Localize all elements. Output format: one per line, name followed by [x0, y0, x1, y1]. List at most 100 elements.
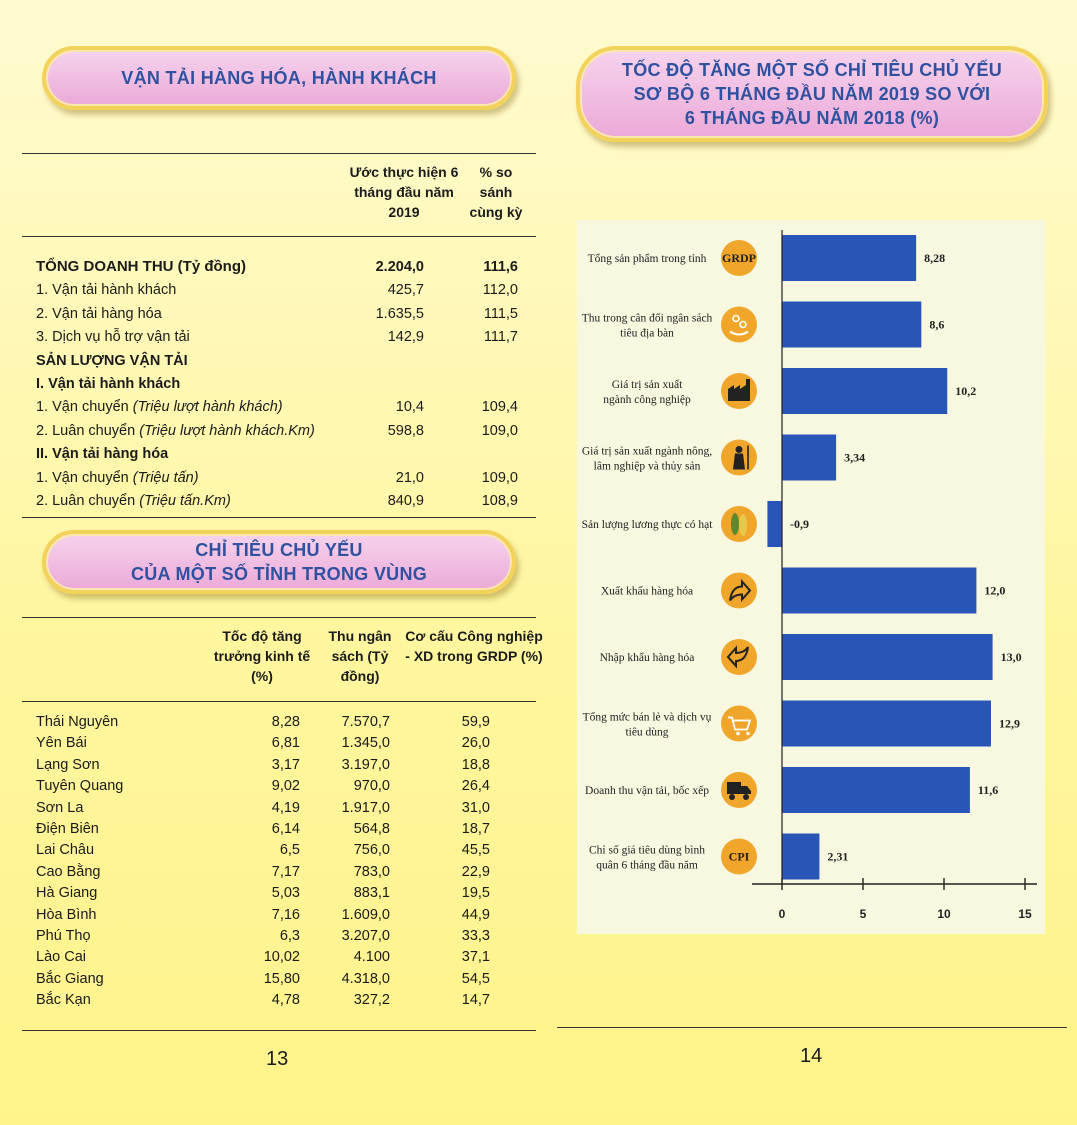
- province-value-b: 756,0: [353, 842, 390, 859]
- x-tick-label: 10: [937, 907, 951, 921]
- province-name: Yên Bái: [36, 735, 87, 752]
- province-value-c: 33,3: [461, 928, 490, 944]
- province-value-c: 37,1: [461, 949, 490, 966]
- category-label: Thu trong cân đối ngân sách tiêu địa bàn: [582, 312, 713, 340]
- growth-banner-line1: TỐC ĐỘ TĂNG MỘT SỐ CHỈ TIÊU CHỦ YẾU: [621, 60, 1003, 80]
- grain-icon: [721, 506, 757, 542]
- province-value-a: 6,81: [271, 735, 300, 752]
- province-value-b: 783,0: [353, 863, 390, 880]
- province-value-a: 6,5: [279, 842, 300, 859]
- province-value-b: 1.917,0: [341, 799, 390, 816]
- budget-icon: [721, 306, 757, 343]
- value-label: 3,34: [844, 451, 865, 465]
- retail-icon: [721, 705, 757, 742]
- provinces-banner: CHỈ TIÊU CHỦ YẾU CỦA MỘT SỐ TỈNH TRONG V…: [42, 530, 516, 594]
- province-value-c: 26,4: [461, 778, 490, 795]
- province-value-c: 31,0: [461, 799, 490, 816]
- province-value-b: 1.609,0: [341, 906, 390, 923]
- transport-banner-title: VẬN TẢI HÀNG HÓA, HÀNH KHÁCH: [121, 68, 437, 88]
- province-value-a: 15,80: [263, 970, 300, 987]
- svg-text:GRDP: GRDP: [722, 251, 756, 265]
- value-label: 8,6: [929, 318, 944, 332]
- bar: [782, 767, 970, 813]
- province-value-b: 327,2: [353, 992, 390, 1009]
- province-name: Bắc Giang: [36, 970, 104, 987]
- category-label: Giá trị sản xuất ngành nông, lâm nghiệp v…: [582, 445, 712, 473]
- province-value-c: 22,9: [461, 863, 490, 880]
- transport-banner: VẬN TẢI HÀNG HÓA, HÀNH KHÁCH: [42, 46, 516, 110]
- value-label: 11,6: [978, 783, 998, 797]
- x-tick-label: 15: [1018, 907, 1032, 921]
- table1-row-v1: 10,4: [395, 399, 424, 416]
- table1-bottom-rule: [22, 517, 536, 518]
- province-value-a: 3,17: [271, 756, 300, 773]
- province-value-a: 6,14: [271, 821, 300, 837]
- province-value-a: 6,3: [279, 928, 300, 944]
- growth-banner-line2: SƠ BỘ 6 THÁNG ĐẦU NĂM 2019 SO VỚI: [633, 84, 991, 104]
- table1-row-v2: 111,5: [483, 305, 518, 322]
- growth-banner: TỐC ĐỘ TĂNG MỘT SỐ CHỈ TIÊU CHỦ YẾU SƠ B…: [576, 46, 1048, 142]
- table1-row-label: I. Vận tải hành khách: [36, 376, 181, 392]
- province-value-b: 883,1: [353, 885, 390, 902]
- bar: [782, 833, 820, 880]
- table1-row-v1: 21,0: [395, 469, 424, 486]
- province-name: Bắc Kạn: [36, 992, 91, 1009]
- bar: [782, 434, 837, 481]
- province-value-b: 970,0: [353, 778, 390, 795]
- province-value-c: 44,9: [461, 906, 490, 923]
- table2-col3-header: Cơ cấu Công nghiệp - XD trong GRDP (%): [405, 628, 543, 664]
- table1-row-v1: 142,9: [387, 329, 424, 346]
- bar: [767, 501, 782, 547]
- table1-row-v2: 109,0: [481, 469, 518, 486]
- category-label: Tổng sản phẩm trong tỉnh: [588, 252, 707, 265]
- table2-col1-header: Tốc độ tăng trưởng kinh tế (%): [213, 628, 311, 684]
- table1-row-v1: 840,9: [387, 493, 424, 509]
- truck-icon: [721, 772, 757, 808]
- province-value-c: 14,7: [461, 992, 490, 1009]
- province-value-c: 54,5: [461, 970, 490, 987]
- table1-row-v2: 111,7: [483, 329, 518, 346]
- table2-header-rule: [22, 701, 536, 702]
- x-tick-label: 5: [860, 907, 867, 921]
- table1-row-label: II. Vận tải hàng hóa: [36, 446, 169, 463]
- province-value-c: 18,8: [461, 756, 490, 773]
- value-label: 10,2: [955, 384, 976, 398]
- province-name: Hà Giang: [36, 885, 98, 902]
- export-icon: [721, 572, 757, 609]
- table1-row-v1: 598,8: [387, 422, 424, 439]
- province-value-a: 5,03: [271, 885, 300, 902]
- province-value-c: 18,7: [461, 821, 490, 837]
- province-value-b: 3.197,0: [341, 756, 390, 773]
- grdp-icon: GRDP: [721, 240, 757, 276]
- province-value-b: 1.345,0: [341, 735, 390, 752]
- province-value-c: 59,9: [461, 714, 490, 730]
- table1-row-v2: 109,4: [481, 399, 518, 416]
- province-value-b: 4.318,0: [341, 970, 390, 987]
- table1-row-v2: 109,0: [481, 422, 518, 439]
- table1-row-v2: 111,6: [483, 259, 518, 275]
- table1-top-rule: [22, 153, 536, 154]
- province-name: Thái Nguyên: [36, 714, 119, 730]
- table1-row-label: 3. Dịch vụ hỗ trợ vận tải: [36, 329, 190, 346]
- table2-bottom-rule: [22, 1030, 536, 1031]
- provinces-banner-line1: CHỈ TIÊU CHỦ YẾU: [195, 540, 363, 560]
- bar: [782, 235, 917, 281]
- growth-banner-line3: 6 THÁNG ĐẦU NĂM 2018 (%): [684, 108, 940, 128]
- province-name: Phú Thọ: [36, 928, 91, 944]
- value-label: 8,28: [924, 251, 945, 265]
- province-name: Lạng Sơn: [36, 756, 100, 773]
- right-bottom-rule: [557, 1027, 1067, 1028]
- bar: [782, 634, 993, 680]
- table1-col2-header: % so sánh cùng kỳ: [469, 164, 523, 220]
- table1-row-label: 1. Vận chuyển (Triệu lượt hành khách): [36, 399, 283, 416]
- factory-icon: [721, 373, 757, 409]
- table1-row-label: SẢN LƯỢNG VẬN TẢI: [36, 352, 188, 369]
- bar: [782, 368, 948, 414]
- growth-chart-panel: Tổng sản phẩm trong tỉnh GRDP 8,28 Thu tron…: [577, 220, 1045, 934]
- table1-row-label: 1. Vận chuyển (Triệu tấn): [36, 469, 199, 486]
- province-value-a: 10,02: [263, 949, 300, 966]
- page-number-left: 13: [266, 1048, 289, 1070]
- province-value-a: 4,19: [271, 799, 300, 816]
- import-icon: [721, 639, 757, 675]
- province-name: Điện Biên: [36, 821, 99, 837]
